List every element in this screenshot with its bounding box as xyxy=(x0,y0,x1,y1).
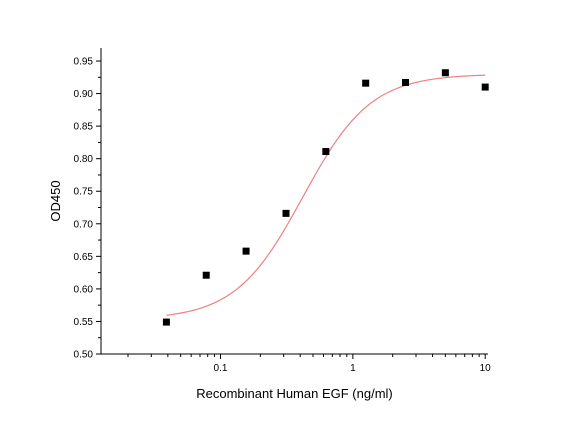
fit-curve-group xyxy=(166,74,486,316)
data-point xyxy=(242,247,250,255)
y-tick-label: 0.80 xyxy=(74,154,94,165)
y-tick-label: 0.95 xyxy=(74,57,94,68)
data-point xyxy=(402,79,410,87)
chart-axes: 0.50 0.55 0.60 0.65 0.70 0.75 0.80 0.85 0.90 0.95… xyxy=(74,48,492,374)
y-axis-label: OD450 xyxy=(48,180,63,221)
data-point xyxy=(362,79,370,87)
y-tick-label: 0.50 xyxy=(74,350,94,361)
y-tick-label: 0.85 xyxy=(74,122,94,133)
y-tick-label: 0.90 xyxy=(74,89,94,100)
data-point xyxy=(282,209,290,217)
data-point xyxy=(202,271,210,279)
data-point xyxy=(441,69,449,77)
y-tick-label: 0.60 xyxy=(74,284,94,295)
data-point xyxy=(162,318,170,326)
y-tick-label: 0.55 xyxy=(74,317,94,328)
fit-curve xyxy=(166,74,486,316)
x-axis-label: Recombinant Human EGF (ng/ml) xyxy=(196,386,393,401)
data-points-group xyxy=(162,69,489,326)
data-point xyxy=(322,148,330,156)
y-tick-label: 0.70 xyxy=(74,219,94,230)
x-tick-label: 10 xyxy=(480,363,492,374)
y-tick-label: 0.75 xyxy=(74,187,94,198)
x-tick-label: 0.1 xyxy=(214,363,228,374)
x-tick-label: 1 xyxy=(350,363,356,374)
data-point xyxy=(481,83,489,91)
y-tick-label: 0.65 xyxy=(74,252,94,263)
